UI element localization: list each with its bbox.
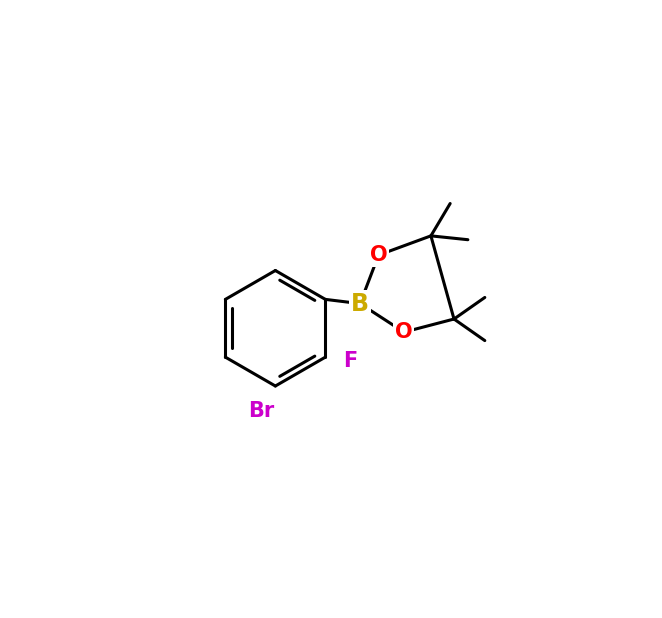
- Text: F: F: [343, 351, 357, 371]
- Text: Br: Br: [248, 400, 275, 421]
- Text: O: O: [395, 322, 413, 342]
- Text: B: B: [351, 292, 369, 316]
- Text: O: O: [370, 245, 387, 265]
